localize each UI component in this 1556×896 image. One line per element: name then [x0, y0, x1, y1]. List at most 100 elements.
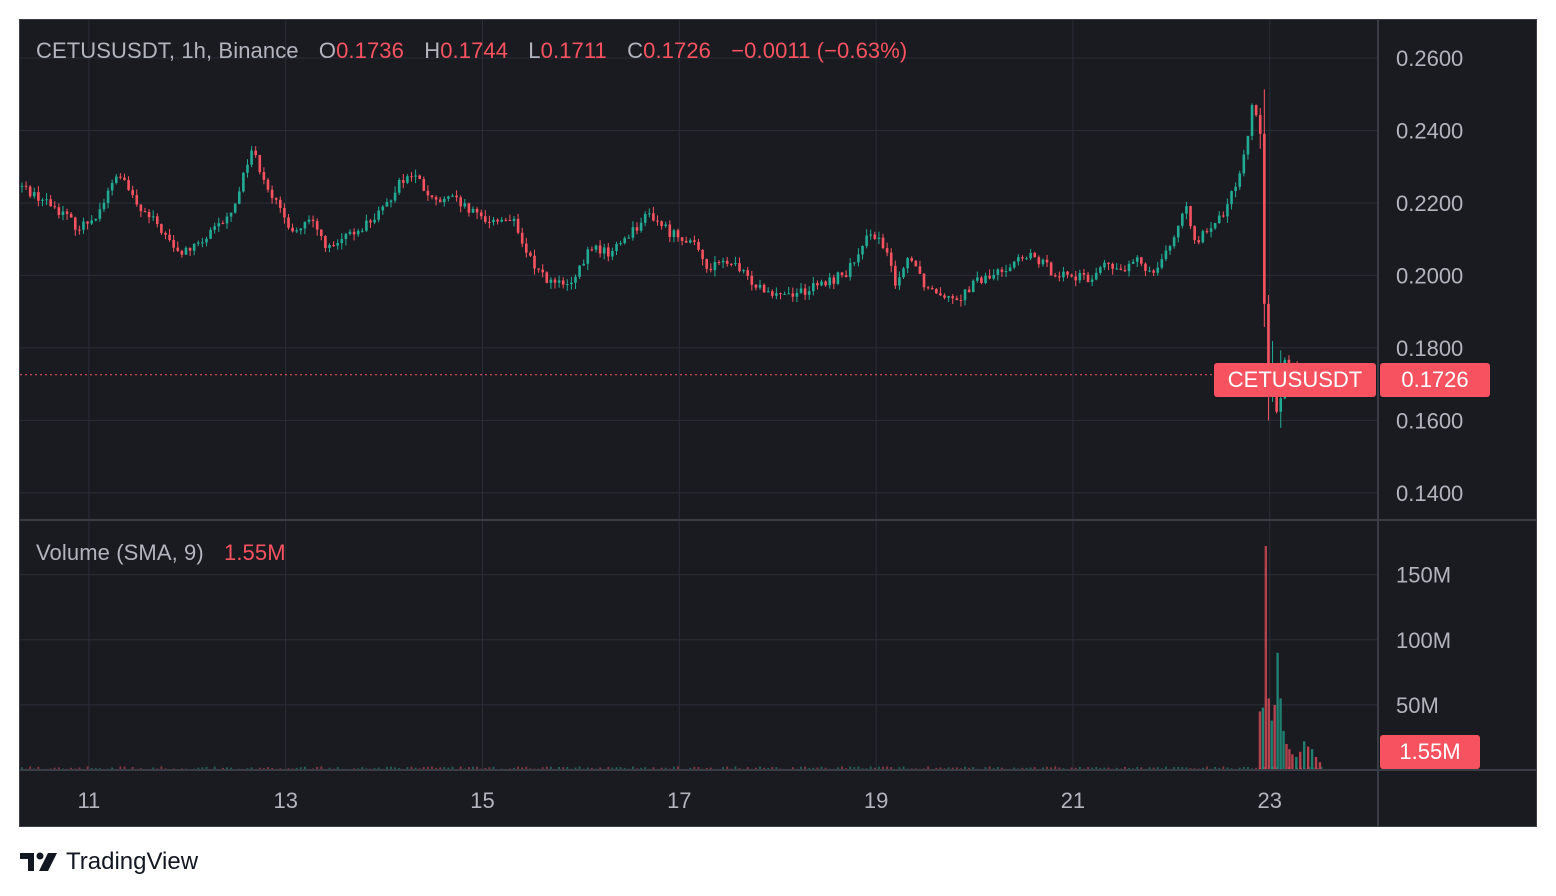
candle-body [557, 280, 561, 283]
candle-body [24, 185, 28, 187]
volume-bar [513, 767, 515, 770]
change-value: −0.0011 (−0.63%) [731, 38, 908, 63]
volume-bar [1308, 766, 1311, 770]
volume-bar [1148, 767, 1151, 770]
volume-bar [882, 766, 884, 770]
volume-bar [451, 766, 454, 770]
volume-tick-label: 50M [1396, 693, 1439, 718]
volume-bar [1226, 767, 1229, 770]
candle-body [1119, 268, 1123, 271]
price-tick-label: 0.2600 [1396, 46, 1463, 71]
candle-body [1111, 263, 1114, 269]
candle-body [1049, 262, 1053, 276]
candle-body [188, 247, 192, 251]
volume-bar [1136, 766, 1139, 770]
candle-body [373, 219, 376, 223]
candle-body [717, 261, 721, 263]
candle-body [266, 179, 270, 190]
candle-body [762, 284, 766, 293]
volume-bar [652, 767, 655, 770]
candle-body [1029, 252, 1032, 259]
volume-bar [1247, 767, 1249, 770]
volume-bar [898, 767, 901, 770]
candle-body [201, 242, 204, 244]
volume-spike-bar [1288, 749, 1291, 770]
candle-body [1176, 225, 1180, 238]
candle-body [246, 164, 249, 173]
candle-body [652, 213, 655, 221]
tradingview-brand-text[interactable]: TradingView [66, 848, 199, 875]
axis-labels: 0.2600 0.2400 0.2200 0.2000 0.1800 0.1600 0.14… [77, 46, 1463, 813]
volume-bar [422, 767, 425, 770]
tradingview-footer[interactable]: TradingView [20, 846, 198, 878]
candle-body [1078, 272, 1082, 281]
candle-body [992, 274, 996, 279]
candle-body [1267, 303, 1270, 393]
candle-body [283, 207, 286, 218]
open-value: 0.1736 [336, 38, 404, 63]
time-tick-label: 19 [864, 788, 888, 813]
volume-bar [250, 767, 253, 770]
volume-bar [517, 766, 519, 770]
candle-body [123, 177, 126, 181]
candle-body [365, 220, 368, 231]
candle-body [574, 276, 577, 283]
candle-body [902, 268, 905, 278]
candle-body [434, 197, 438, 200]
volume-legend[interactable]: Volume (SMA, 9) 1.55M [36, 540, 286, 566]
candle-body [615, 243, 618, 251]
candle-body [537, 268, 540, 270]
candle-body [1238, 173, 1242, 187]
volume-bar [1218, 767, 1221, 770]
candle-body [303, 221, 307, 229]
chart-container[interactable]: 0.2600 0.2400 0.2200 0.2000 0.1800 0.1600 0.14… [19, 19, 1537, 827]
candle-body [426, 190, 430, 196]
candle-body [258, 155, 262, 173]
candle-body [213, 226, 216, 230]
candle-body [209, 229, 212, 239]
volume-bar [689, 767, 692, 770]
candle-body [668, 224, 672, 237]
candle-body [730, 263, 733, 265]
candle-body [524, 243, 528, 253]
ohlc-legend[interactable]: CETUSUSDT, 1h, Binance O0.1736 H0.1744 L… [36, 38, 907, 64]
volume-bar [484, 767, 487, 770]
candle-body [980, 277, 983, 283]
volume-bar [771, 767, 774, 770]
volume-bar [1070, 767, 1073, 770]
candle-body [967, 289, 971, 293]
volume-bar [746, 767, 749, 770]
candle-body [143, 211, 147, 213]
candle-body [791, 293, 795, 297]
candle-body [910, 258, 914, 261]
candle-body [1258, 115, 1262, 134]
volume-bar [1128, 767, 1130, 770]
volume-bar [558, 766, 560, 770]
volume-bar [394, 767, 396, 770]
volume-bar [320, 766, 323, 770]
volume-bar [221, 767, 224, 770]
volume-spike-bar [1264, 546, 1268, 770]
symbol-label[interactable]: CETUSUSDT, 1h, Binance [36, 38, 299, 63]
candle-body [643, 213, 647, 223]
volume-bar [1029, 767, 1032, 770]
candle-body [1017, 257, 1020, 262]
candle-body [680, 237, 684, 241]
candle-body [1254, 105, 1258, 116]
volume-bar [869, 766, 872, 770]
volume-bar [623, 767, 626, 770]
volume-bar [299, 767, 302, 770]
candle-body [623, 238, 627, 244]
volume-indicator-label[interactable]: Volume (SMA, 9) [36, 540, 204, 565]
candle-body [857, 254, 860, 263]
candle-body [848, 263, 852, 277]
volume-bar [664, 767, 667, 770]
candle-body [94, 218, 98, 221]
candle-body [262, 172, 266, 180]
time-tick-label: 13 [273, 788, 297, 813]
chart-canvas[interactable]: 0.2600 0.2400 0.2200 0.2000 0.1800 0.1600 0.14… [20, 20, 1536, 826]
price-tick-label: 0.2200 [1396, 191, 1463, 216]
volume-bar [1242, 766, 1245, 770]
candle-body [119, 176, 122, 178]
volume-bar [492, 766, 495, 770]
